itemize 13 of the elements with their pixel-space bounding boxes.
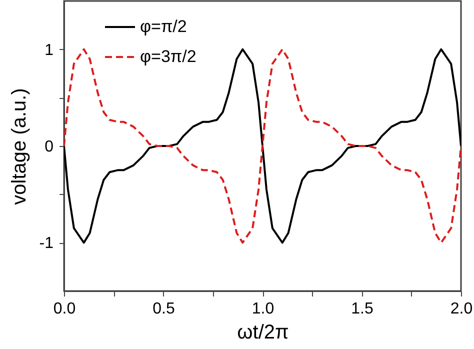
y-tick-label: 0 [44,138,54,156]
x-tick-label: 1.5 [351,300,374,318]
x-tick-label: 0.5 [152,300,175,318]
y-axis-title: voltage (a.u.) [8,88,30,205]
x-tick-label: 0.0 [53,300,76,318]
line-series [64,48,461,244]
y-tick-label: 1 [44,42,54,59]
legend-label: φ=π/2 [140,17,187,36]
x-axis-title: ωt/2π [237,322,289,344]
legend-label: φ=3π/2 [140,47,196,66]
x-tick-label: 2.0 [450,300,473,318]
y-tick-label: -1 [39,235,54,252]
x-tick-label: 1.0 [252,300,274,318]
